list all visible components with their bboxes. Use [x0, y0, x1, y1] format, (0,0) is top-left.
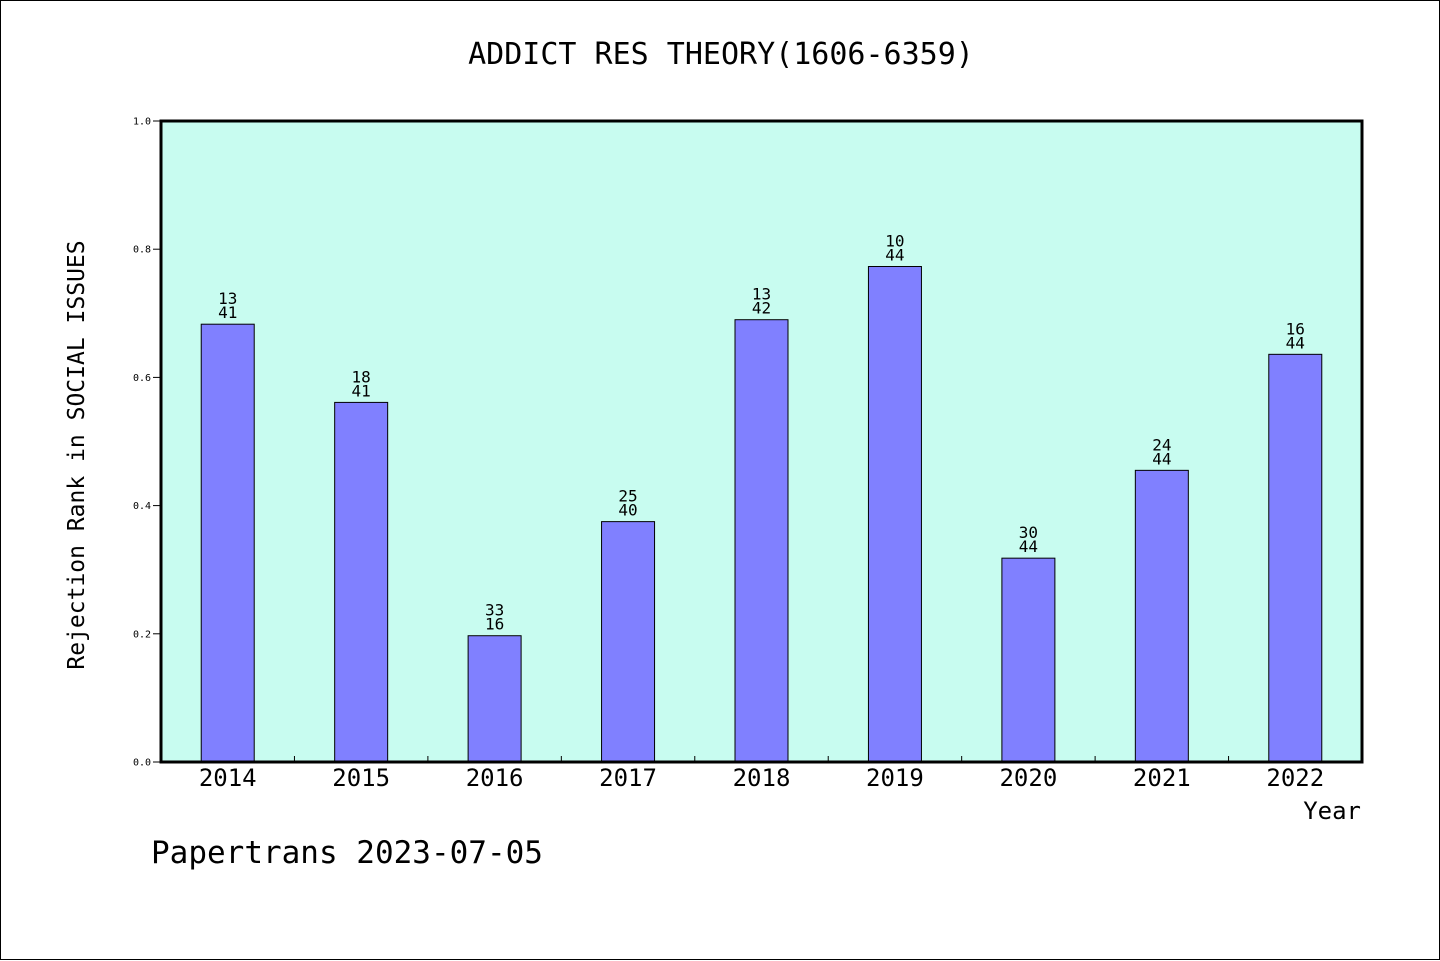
bar-label-top: 25: [618, 487, 637, 506]
x-tick-label: 2014: [199, 764, 257, 792]
y-tick-label: 0.4: [133, 501, 151, 512]
bar-label-top: 13: [752, 285, 771, 304]
bar-label-top: 33: [485, 601, 504, 620]
bar: [867, 266, 922, 763]
y-tick-label: 0.8: [133, 245, 151, 256]
bar-label-bottom: 42: [752, 299, 771, 318]
x-tick-label: 2021: [1133, 764, 1191, 792]
x-tick-label: 2019: [866, 764, 924, 792]
bar: [734, 319, 789, 763]
y-axis-label-text: Rejection Rank in SOCIAL ISSUES: [64, 240, 90, 670]
bar: [1268, 353, 1323, 763]
x-tick-label: 2015: [332, 764, 390, 792]
bar: [1134, 469, 1189, 763]
x-tick-label: 2018: [733, 764, 791, 792]
bar-label-bottom: 44: [1019, 537, 1038, 556]
y-tick-label: 0.6: [133, 373, 151, 384]
bar: [467, 635, 522, 763]
x-axis-label: Year: [1303, 797, 1361, 825]
bar-label-bottom: 44: [1152, 449, 1171, 468]
x-tick-label: 2017: [599, 764, 657, 792]
x-tick-label: 2022: [1266, 764, 1324, 792]
bar-label-top: 24: [1152, 435, 1171, 454]
bar-label-bottom: 40: [618, 501, 637, 520]
x-tick-label: 2016: [466, 764, 524, 792]
bar: [601, 521, 656, 763]
y-tick-label: 1.0: [133, 117, 151, 128]
bar-label-bottom: 44: [1286, 333, 1305, 352]
bar-label-top: 18: [352, 367, 371, 386]
x-tick-label: 2020: [999, 764, 1057, 792]
bar-label-bottom: 41: [218, 303, 237, 322]
bar-label-bottom: 16: [485, 615, 504, 634]
chart-title: ADDICT RES THEORY(1606-6359): [468, 37, 974, 72]
bar: [334, 401, 389, 763]
bar: [1001, 557, 1056, 763]
bar-label-top: 10: [885, 232, 904, 251]
bar-label-top: 30: [1019, 523, 1038, 542]
bar-label-top: 16: [1286, 319, 1305, 338]
y-tick-label: 0.0: [133, 758, 151, 769]
footer-text: Papertrans 2023-07-05: [151, 835, 543, 871]
bar-label-top: 13: [218, 289, 237, 308]
bar-label-bottom: 44: [885, 246, 904, 265]
bar: [200, 323, 255, 763]
plot-border: [159, 119, 1364, 764]
bar-label-bottom: 41: [352, 381, 371, 400]
y-tick-label: 0.2: [133, 629, 151, 640]
